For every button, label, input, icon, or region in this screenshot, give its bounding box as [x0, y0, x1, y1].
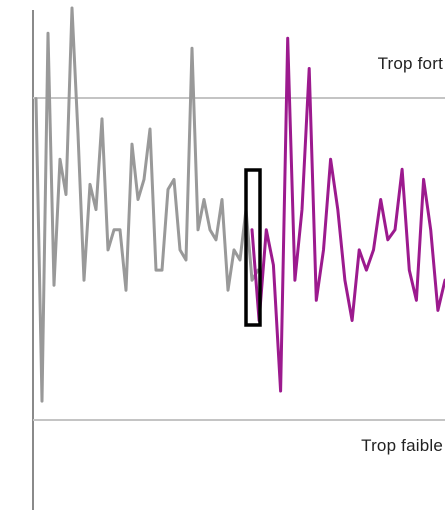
level-history-line	[34, 6, 260, 403]
level-live-line	[250, 36, 445, 393]
too-loud-label: Trop fort	[377, 54, 443, 73]
too-quiet-label: Trop faible	[361, 436, 443, 455]
playhead-cursor[interactable]	[244, 168, 262, 327]
